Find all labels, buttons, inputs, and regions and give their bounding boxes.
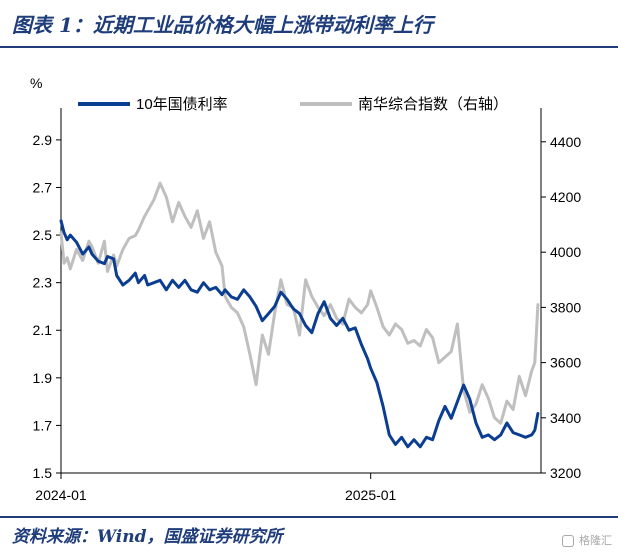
legend-label-nanhua-index: 南华综合指数（右轴）: [358, 96, 508, 113]
series-line-nanhua-index: [59, 181, 540, 425]
left-tick-label: 2.1: [33, 322, 53, 338]
watermark-logo-icon: [561, 535, 574, 547]
title-rule: [0, 46, 618, 48]
left-tick-label: 1.5: [33, 465, 53, 481]
dual-axis-line-chart: % 1.5 1.7 1.9 2.1 2.3 2.5 2.7 2.9 3200 3400 3600 380…: [30, 75, 581, 503]
right-tick-label: 4400: [550, 134, 581, 150]
right-tick-label: 3200: [550, 465, 581, 481]
right-tick-label: 3800: [550, 299, 581, 315]
left-tick-label: 2.7: [33, 179, 53, 195]
left-tick-label: 2.9: [33, 132, 53, 148]
plot-layer: % 1.5 1.7 1.9 2.1 2.3 2.5 2.7 2.9 3200 3400 3600 380…: [30, 75, 581, 503]
right-tick-label: 4000: [550, 244, 581, 260]
title-bar: 图表 1：近期工业品价格大幅上涨带动利率上行: [0, 0, 618, 46]
legend-label-bond-yield: 10年国债利率: [136, 96, 228, 113]
left-axis-unit: %: [30, 75, 42, 91]
left-tick-label: 1.9: [33, 370, 53, 386]
footer-rule: [0, 516, 618, 518]
right-tick-label: 3400: [550, 410, 581, 426]
x-tick-label: 2025-01: [345, 487, 397, 503]
source-note: 资料来源：Wind，国盛证券研究所: [12, 527, 283, 547]
left-tick-label: 2.5: [33, 227, 53, 243]
right-tick-label: 3600: [550, 355, 581, 371]
right-tick-label: 4200: [550, 189, 581, 205]
watermark: 格隆汇: [561, 532, 612, 548]
x-tick-label: 2024-01: [35, 487, 87, 503]
left-tick-label: 1.7: [33, 417, 53, 433]
left-tick-label: 2.3: [33, 275, 53, 291]
series-line-bond-yield: [59, 219, 540, 449]
figure-title: 图表 1：近期工业品价格大幅上涨带动利率上行: [12, 13, 433, 37]
watermark-text: 格隆汇: [579, 534, 612, 547]
